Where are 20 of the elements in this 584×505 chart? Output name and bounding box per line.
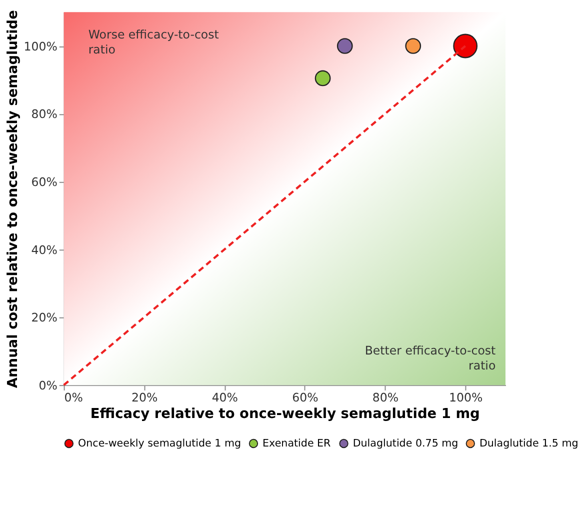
y-axis-title: Annual cost relative to once-weekly semaglutide xyxy=(4,10,21,388)
x-tick-label: 60% xyxy=(292,390,318,404)
y-tick-label: 40% xyxy=(31,242,58,257)
x-tick-label: 80% xyxy=(372,390,399,404)
y-tick-label: 100% xyxy=(24,39,58,54)
legend-label: Dulaglutide 1.5 mg xyxy=(479,437,578,450)
y-tick-label: 20% xyxy=(31,310,58,325)
x-tick-label: 40% xyxy=(212,390,238,404)
y-tick-label: 60% xyxy=(31,175,58,190)
x-axis-title: Efficacy relative to once-weekly semaglutide 1 mg xyxy=(90,406,480,422)
y-tick-label: 80% xyxy=(31,107,58,122)
x-tick-label: 100% xyxy=(448,390,483,404)
legend-label: Exenatide ER xyxy=(262,437,331,450)
annotation: Better efficacy-to-cost ratio xyxy=(364,344,496,372)
x-tick-label: 0% xyxy=(64,390,83,404)
legend-label: Once-weekly semaglutide 1 mg xyxy=(78,437,242,450)
legend-label: Dulaglutide 0.75 mg xyxy=(352,437,458,450)
y-tick-label: 0% xyxy=(38,378,58,392)
annotation: Worse efficacy-to-cost ratio xyxy=(88,28,220,56)
x-tick-label: 20% xyxy=(132,390,158,404)
